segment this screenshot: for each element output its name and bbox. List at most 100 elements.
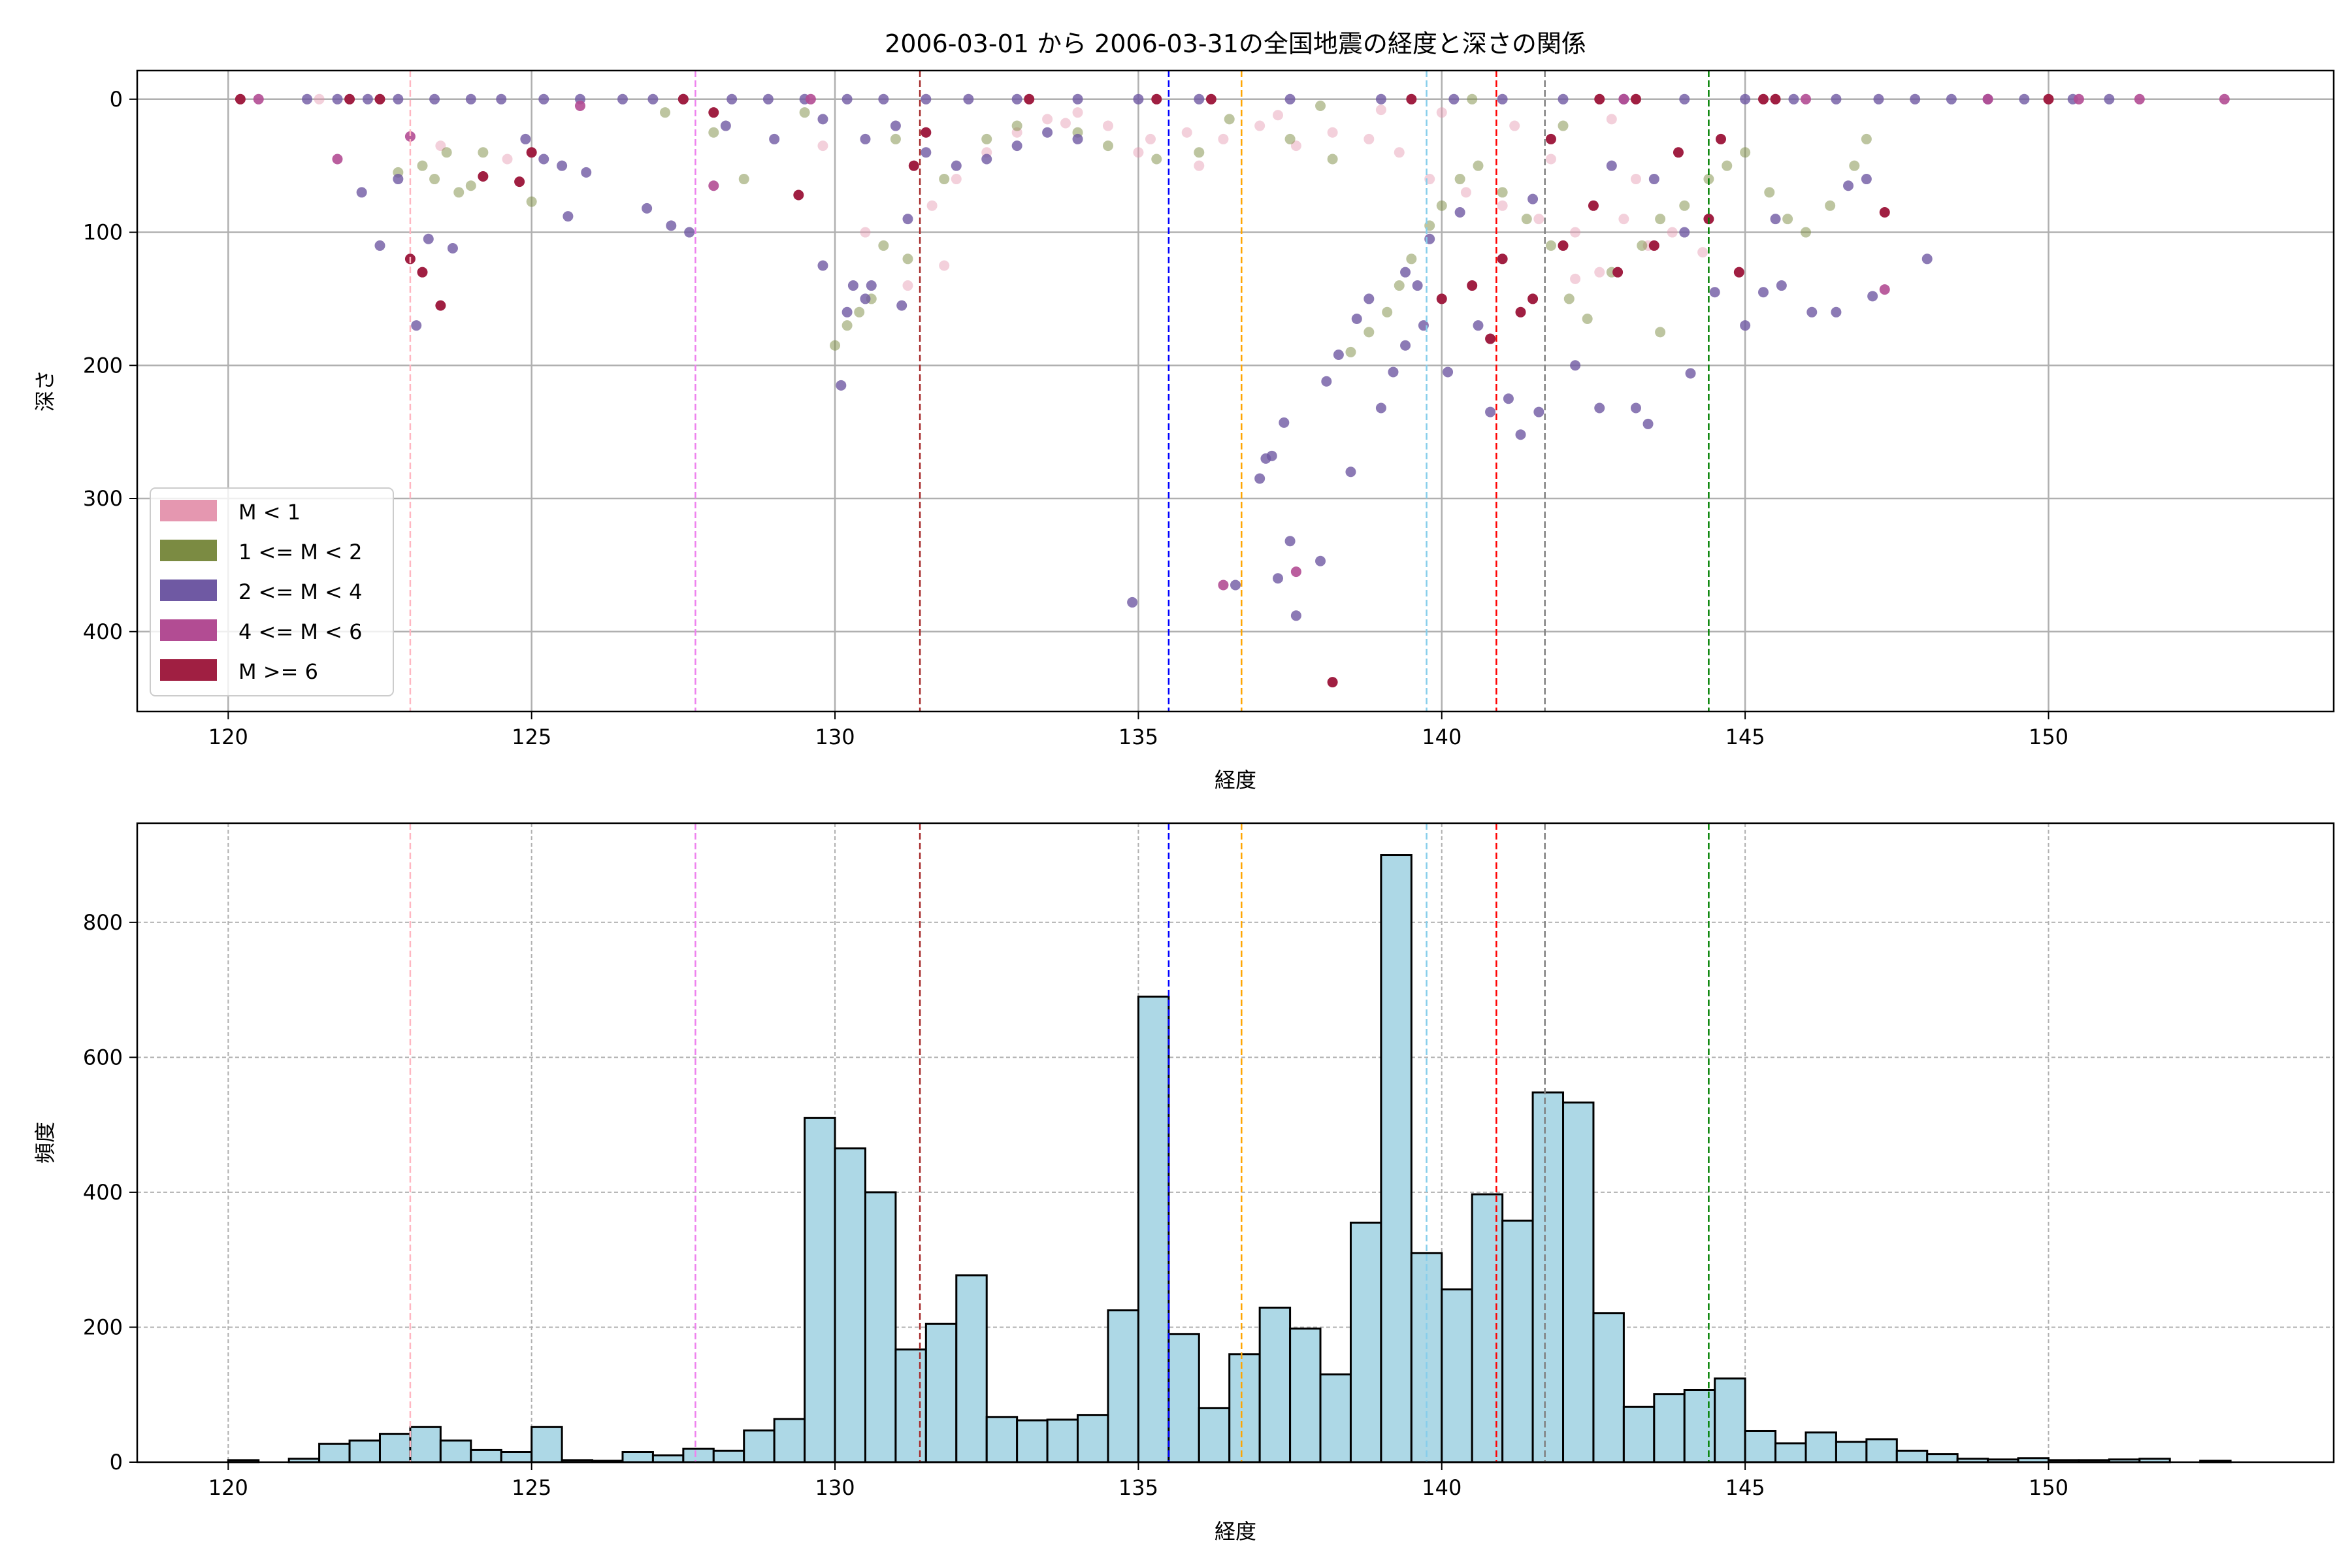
histogram-bar xyxy=(378,1433,412,1463)
scatter-point xyxy=(423,233,434,244)
scatter-point xyxy=(1102,140,1113,152)
y-tick-label: 200 xyxy=(83,353,123,378)
scatter-point xyxy=(1364,327,1375,338)
scatter-point xyxy=(1637,240,1648,251)
scatter-point xyxy=(314,93,325,105)
x-tick-label: 140 xyxy=(1422,725,1462,749)
scatter-point xyxy=(1764,187,1775,198)
scatter-point xyxy=(1806,306,1818,318)
scatter-point xyxy=(1443,367,1454,378)
scatter-point xyxy=(356,187,367,198)
scatter-point xyxy=(951,174,962,185)
x-tick-label: 140 xyxy=(1422,1475,1462,1500)
scatter-point xyxy=(417,160,428,171)
histogram-bar xyxy=(682,1447,715,1463)
scatter-point xyxy=(1218,133,1229,144)
histogram-bar xyxy=(1865,1438,1898,1463)
x-tick-label: 145 xyxy=(1725,725,1765,749)
scatter-point xyxy=(1327,127,1338,138)
scatter-point xyxy=(1351,313,1362,324)
scatter-point xyxy=(1801,227,1812,238)
scatter-point xyxy=(1400,340,1411,351)
scatter-point xyxy=(1448,93,1460,105)
scatter-point xyxy=(678,93,689,105)
x-tick-label: 150 xyxy=(2029,725,2068,749)
scatter-point xyxy=(1618,214,1629,225)
scatter-point xyxy=(1375,402,1386,414)
scatter-point xyxy=(253,93,264,105)
scatter-point xyxy=(1515,306,1526,318)
histogram-bar xyxy=(1198,1407,1231,1463)
scatter-point xyxy=(374,93,385,105)
scatter-point xyxy=(1181,127,1192,138)
histogram-bar xyxy=(318,1443,351,1463)
scatter-point xyxy=(708,107,719,118)
scatter-point xyxy=(1630,93,1641,105)
scatter-point xyxy=(1497,253,1508,265)
scatter-point xyxy=(921,127,932,138)
scatter-point xyxy=(1321,376,1332,387)
x-tick-label: 120 xyxy=(208,725,248,749)
scatter-point xyxy=(1266,450,1277,461)
scatter-point xyxy=(1642,418,1654,429)
scatter-point xyxy=(1284,133,1296,144)
scatter-point xyxy=(1757,93,1769,105)
histogram-bar xyxy=(712,1449,745,1463)
scatter-point xyxy=(526,147,537,158)
x-tick-label: 135 xyxy=(1119,1475,1158,1500)
scatter-point xyxy=(502,154,513,165)
scatter-point xyxy=(708,127,719,138)
scatter-point xyxy=(1072,93,1083,105)
scatter-point xyxy=(1060,118,1071,129)
scatter-point xyxy=(1685,368,1696,379)
scatter-point xyxy=(921,147,932,158)
histogram-bar xyxy=(864,1191,897,1463)
histogram-bar xyxy=(470,1448,502,1463)
x-tick-label: 120 xyxy=(208,1475,248,1500)
scatter-point xyxy=(1194,93,1205,105)
scatter-point xyxy=(1503,393,1514,404)
scatter-point xyxy=(720,120,731,131)
scatter-point xyxy=(1679,93,1690,105)
scatter-point xyxy=(830,340,841,351)
scatter-point xyxy=(1594,267,1605,278)
scatter-point xyxy=(1315,100,1326,111)
histogram-bar xyxy=(1531,1091,1565,1463)
scatter-point xyxy=(1873,93,1884,105)
scatter-point xyxy=(1521,214,1532,225)
scatter-point xyxy=(393,93,404,105)
scatter-point xyxy=(1770,93,1781,105)
scatter-point xyxy=(1042,114,1053,125)
scatter-point xyxy=(1570,273,1581,284)
scatter-point xyxy=(1218,580,1229,591)
legend-swatch xyxy=(160,619,217,641)
scatter-point xyxy=(1454,206,1465,218)
scatter-point xyxy=(799,107,810,118)
scatter-point xyxy=(1205,93,1217,105)
scatter-point xyxy=(520,133,531,144)
scatter-point xyxy=(1630,174,1641,185)
scatter-point xyxy=(1648,240,1659,251)
scatter-point xyxy=(860,293,871,304)
scatter-point xyxy=(1982,93,1993,105)
histogram-bar xyxy=(834,1147,866,1463)
legend: M < 1 1 <= M < 2 2 <= M < 4 4 <= M < 6 M >= … xyxy=(150,487,394,696)
legend-swatch xyxy=(160,580,217,601)
scatter-point xyxy=(963,93,974,105)
y-tick-label: 200 xyxy=(83,1315,123,1339)
scatter-point xyxy=(1558,93,1569,105)
scatter-point xyxy=(1290,610,1301,621)
scatter-point xyxy=(727,93,738,105)
y-tick-label: 600 xyxy=(83,1045,123,1070)
scatter-point xyxy=(878,240,889,251)
scatter-point xyxy=(1697,247,1708,258)
histogram-bar xyxy=(894,1348,927,1463)
scatter-point xyxy=(1788,93,1799,105)
scatter-point xyxy=(1151,154,1162,165)
scatter-point xyxy=(1831,306,1842,318)
scatter-point xyxy=(1545,240,1556,251)
scatter-point xyxy=(538,93,549,105)
scatter-point xyxy=(453,187,465,198)
scatter-point xyxy=(1801,93,1812,105)
scatter-point xyxy=(344,93,355,105)
